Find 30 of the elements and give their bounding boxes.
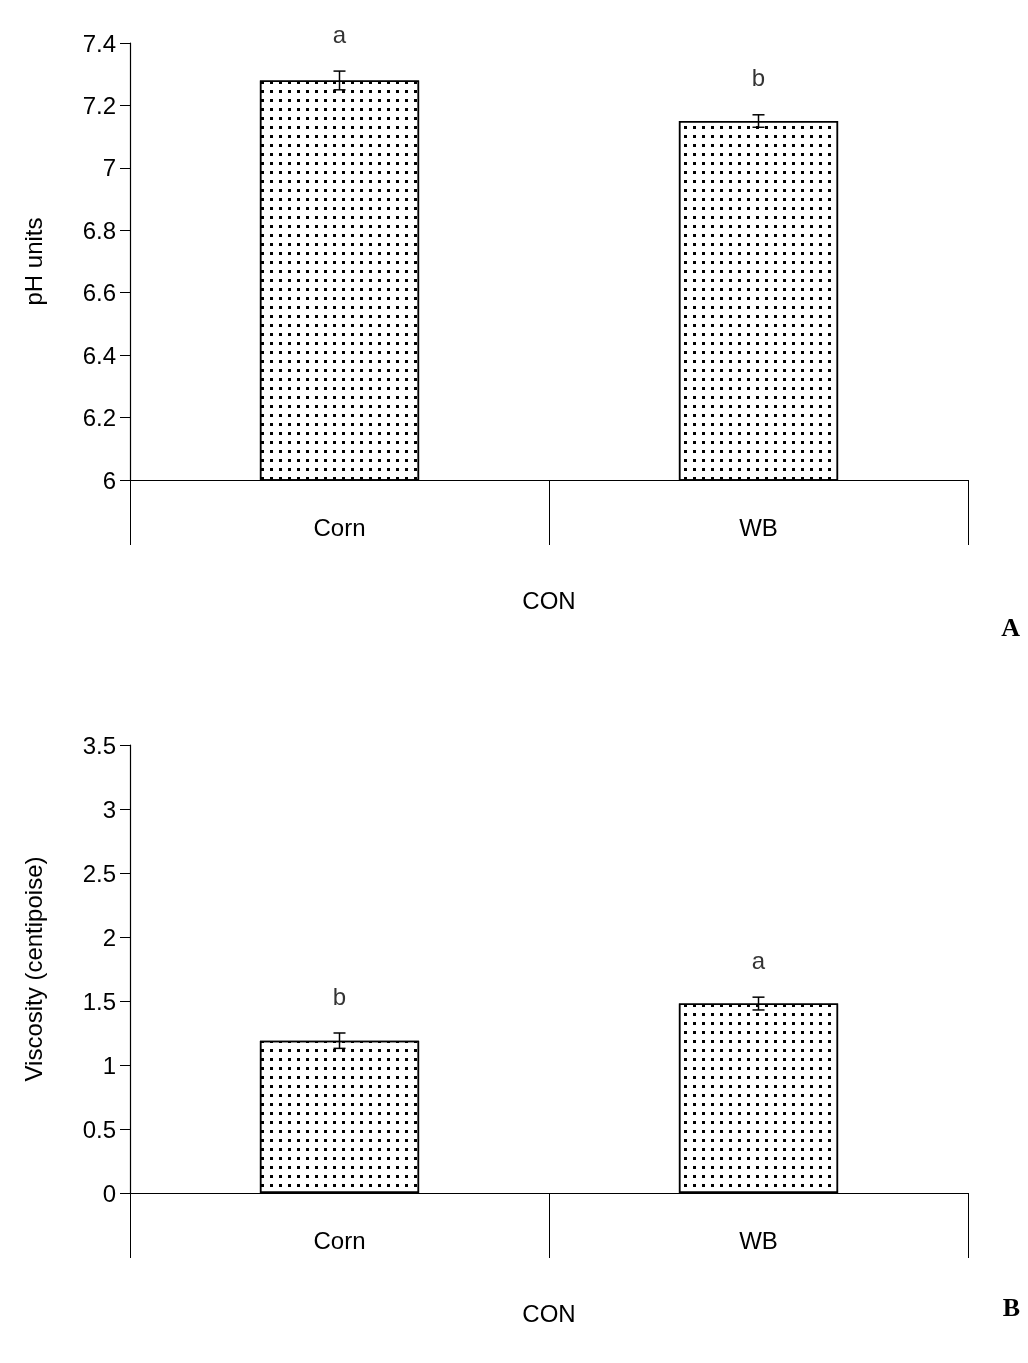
text: B xyxy=(1002,1292,1020,1322)
y-tick-label: 3 xyxy=(102,795,116,823)
y-tick-label: 1.5 xyxy=(82,987,116,1015)
annotation: b xyxy=(751,64,766,92)
y-tick-label: 3.5 xyxy=(82,731,116,759)
y-tick-label: 7 xyxy=(102,154,116,182)
x-axis-title: CON xyxy=(522,586,576,614)
y-axis-title: Viscosity (centipoise) xyxy=(19,856,47,1082)
x-tick-label: WB xyxy=(739,1226,778,1254)
y-axis-title: pH units xyxy=(19,217,47,306)
annotation: b xyxy=(332,982,347,1010)
y-tick-label: 0.5 xyxy=(82,1115,116,1143)
y-tick-label: 6.4 xyxy=(82,341,116,369)
y-tick-label: 6.8 xyxy=(82,216,116,244)
y-tick-label: 6.2 xyxy=(82,404,116,432)
annotation: a xyxy=(751,946,766,974)
x-tick-label: Corn xyxy=(313,1226,366,1254)
annotation: a xyxy=(332,20,347,48)
y-tick-label: 2 xyxy=(102,923,116,951)
x-axis-title: CON xyxy=(522,1299,576,1327)
x-tick-label: Corn xyxy=(313,513,366,541)
y-tick-label: 2.5 xyxy=(82,859,116,887)
y-tick-label: 7.2 xyxy=(82,91,116,119)
y-tick-label: 1 xyxy=(102,1051,116,1079)
text: A xyxy=(1001,612,1021,642)
x-tick-label: WB xyxy=(739,513,778,541)
y-tick-label: 6.6 xyxy=(82,279,116,307)
y-tick-label: 7.4 xyxy=(82,29,116,57)
y-tick-label: 6 xyxy=(102,466,116,494)
y-tick-label: 0 xyxy=(102,1179,116,1207)
